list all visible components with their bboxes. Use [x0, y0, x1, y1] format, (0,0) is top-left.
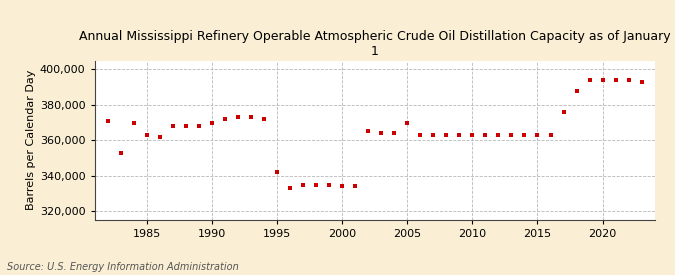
- Point: [402, 120, 412, 125]
- Point: [115, 150, 126, 155]
- Point: [376, 131, 387, 135]
- Point: [597, 78, 608, 82]
- Point: [232, 115, 243, 119]
- Point: [454, 133, 464, 137]
- Point: [298, 182, 308, 187]
- Point: [219, 117, 230, 121]
- Point: [610, 78, 621, 82]
- Point: [167, 124, 178, 128]
- Point: [506, 133, 517, 137]
- Point: [571, 89, 582, 93]
- Point: [637, 79, 647, 84]
- Point: [389, 131, 400, 135]
- Point: [141, 133, 152, 137]
- Title: Annual Mississippi Refinery Operable Atmospheric Crude Oil Distillation Capacity: Annual Mississippi Refinery Operable Atm…: [79, 30, 670, 58]
- Point: [623, 78, 634, 82]
- Text: Source: U.S. Energy Information Administration: Source: U.S. Energy Information Administ…: [7, 262, 238, 272]
- Y-axis label: Barrels per Calendar Day: Barrels per Calendar Day: [26, 70, 36, 210]
- Point: [259, 117, 269, 121]
- Point: [532, 133, 543, 137]
- Point: [323, 182, 334, 187]
- Point: [558, 110, 569, 114]
- Point: [415, 133, 426, 137]
- Point: [362, 129, 373, 134]
- Point: [337, 184, 348, 189]
- Point: [102, 119, 113, 123]
- Point: [545, 133, 556, 137]
- Point: [271, 170, 282, 174]
- Point: [246, 115, 256, 119]
- Point: [310, 182, 321, 187]
- Point: [350, 184, 360, 189]
- Point: [155, 134, 165, 139]
- Point: [519, 133, 530, 137]
- Point: [128, 120, 139, 125]
- Point: [441, 133, 452, 137]
- Point: [207, 120, 217, 125]
- Point: [285, 186, 296, 190]
- Point: [467, 133, 478, 137]
- Point: [493, 133, 504, 137]
- Point: [480, 133, 491, 137]
- Point: [584, 78, 595, 82]
- Point: [193, 124, 204, 128]
- Point: [180, 124, 191, 128]
- Point: [428, 133, 439, 137]
